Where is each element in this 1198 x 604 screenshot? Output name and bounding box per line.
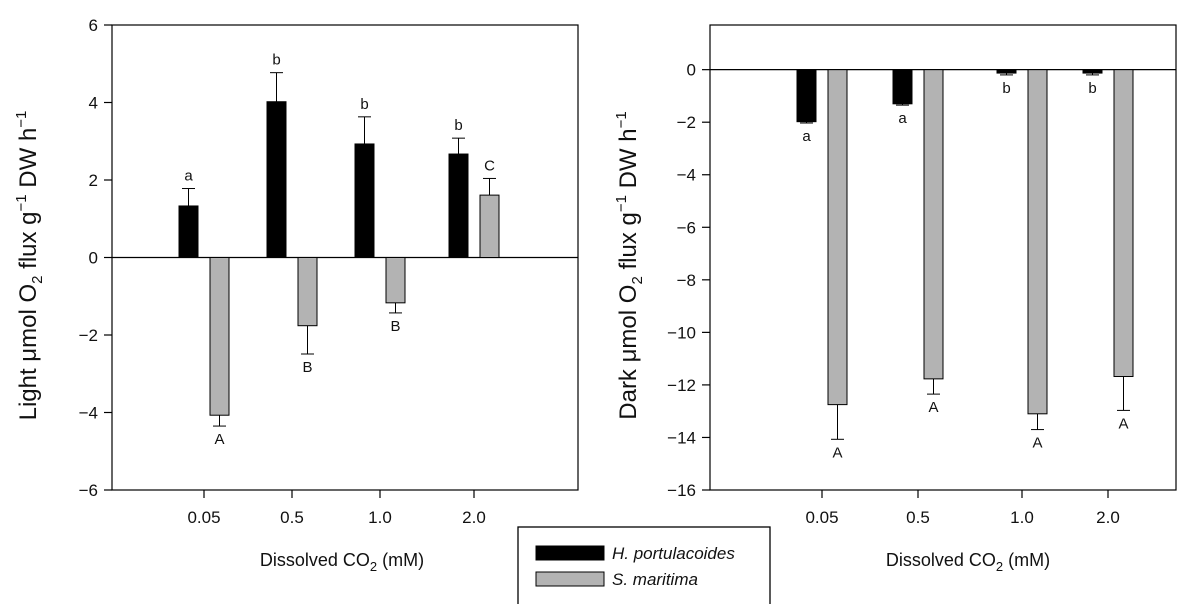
bar	[923, 69, 944, 380]
y-tick-label: 2	[89, 171, 98, 190]
y-tick-label: 6	[89, 16, 98, 35]
x-tick-label: 0.05	[187, 508, 220, 527]
significance-letter: B	[302, 359, 312, 376]
significance-letter: A	[1118, 415, 1128, 432]
bar	[827, 69, 848, 406]
bar	[1113, 69, 1134, 378]
y-tick-label: −8	[677, 271, 696, 290]
plot-frame	[709, 24, 1177, 491]
bar	[1027, 69, 1048, 415]
bar	[479, 194, 500, 259]
legend: H. portulacoides S. maritima	[517, 526, 771, 604]
significance-letter: A	[214, 431, 224, 448]
y-tick-label: 0	[687, 61, 696, 80]
legend-label-s-maritima: S. maritima	[612, 570, 698, 589]
y-tick-label: 4	[89, 94, 98, 113]
significance-letter: B	[390, 318, 400, 335]
bar	[266, 101, 287, 258]
significance-letter: b	[272, 52, 280, 69]
y-axis-title: Dark μmol O2 flux g−1 DW h−1	[613, 111, 646, 419]
significance-letter: A	[928, 399, 938, 416]
x-axis-title: Dissolved CO2 (mM)	[886, 550, 1050, 574]
y-tick-label: −14	[667, 428, 696, 447]
bar	[796, 69, 817, 123]
bar	[297, 257, 318, 327]
x-tick-label: 2.0	[462, 508, 486, 527]
x-tick-label: 1.0	[1010, 508, 1034, 527]
dark-flux-panel: −16 −14 −12 −10 −8 −6 −4 −2 0 0.05 0.5 1.0 2.0 a a b b A A…	[613, 24, 1177, 574]
significance-letter: A	[832, 444, 842, 461]
x-axis-title: Dissolved CO2 (mM)	[260, 550, 424, 574]
significance-letter: C	[484, 157, 495, 174]
legend-box	[517, 526, 771, 604]
legend-swatch-h-portulacoides	[535, 545, 605, 561]
y-tick-label: −2	[79, 326, 98, 345]
y-tick-label: −12	[667, 376, 696, 395]
bar	[996, 69, 1017, 74]
y-tick-label: −6	[79, 481, 98, 500]
bar	[892, 69, 913, 105]
y-tick-label: 0	[89, 249, 98, 268]
y-tick-label: −2	[677, 113, 696, 132]
significance-letter: b	[1088, 80, 1096, 97]
significance-letter: b	[454, 117, 462, 134]
legend-label-h-portulacoides: H. portulacoides	[612, 544, 735, 563]
bar	[354, 143, 375, 258]
light-flux-panel: −6 −4 −2 0 2 4 6 0.05 0.5 1.0 2.0 a b b b A B B C Light μmo…	[13, 16, 579, 574]
x-tick-label: 0.5	[280, 508, 304, 527]
y-tick-label: −6	[677, 218, 696, 237]
x-tick-label: 2.0	[1096, 508, 1120, 527]
significance-letter: a	[802, 128, 811, 145]
significance-letter: a	[184, 168, 193, 185]
y-tick-label: −4	[677, 166, 696, 185]
x-tick-label: 1.0	[368, 508, 392, 527]
y-axis-title: Light μmol O2 flux g−1 DW h−1	[13, 111, 46, 421]
significance-letter: a	[898, 110, 907, 127]
x-tick-label: 0.5	[906, 508, 930, 527]
significance-letter: A	[1032, 435, 1042, 452]
bar	[385, 257, 406, 304]
legend-swatch-s-maritima	[535, 571, 605, 587]
significance-letter: b	[1002, 80, 1010, 97]
y-tick-label: −10	[667, 323, 696, 342]
x-tick-label: 0.05	[805, 508, 838, 527]
bar	[209, 257, 230, 416]
significance-letter: b	[360, 96, 368, 113]
y-tick-label: −4	[79, 404, 98, 423]
y-tick-label: −16	[667, 481, 696, 500]
bar	[178, 205, 199, 258]
bar	[1082, 69, 1103, 74]
bar	[448, 153, 469, 259]
